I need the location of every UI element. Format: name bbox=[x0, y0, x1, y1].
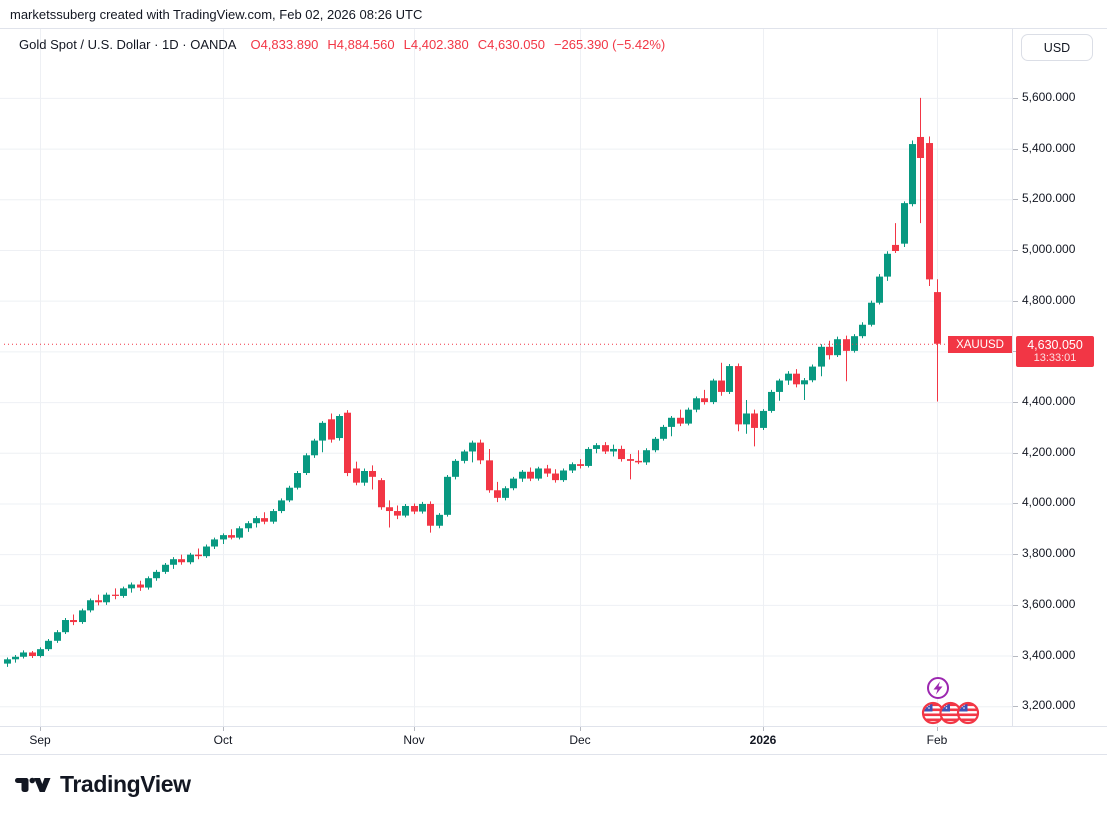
price-axis-tick bbox=[1013, 199, 1018, 200]
price-axis-tick bbox=[1013, 554, 1018, 555]
ohlc-values: O4,833.890 H4,884.560 L4,402.380 C4,630.050… bbox=[250, 37, 674, 52]
price-axis-label: 3,800.000 bbox=[1022, 546, 1076, 560]
time-axis-tick bbox=[223, 727, 224, 731]
gridlines bbox=[0, 29, 1012, 729]
time-axis-label-2026: 2026 bbox=[749, 733, 777, 747]
price-axis-label: 3,400.000 bbox=[1022, 648, 1076, 662]
price-axis-tick bbox=[1013, 706, 1018, 707]
price-axis-label: 5,000.000 bbox=[1022, 242, 1076, 256]
price-change: −265.390 (−5.42%) bbox=[553, 37, 666, 52]
event-icons bbox=[921, 677, 980, 725]
time-axis[interactable]: Sep Oct Nov Dec 2026 Feb bbox=[0, 726, 1107, 754]
currency-toggle-button[interactable]: USD bbox=[1021, 34, 1093, 61]
price-line-symbol-badge: XAUUSD bbox=[948, 336, 1012, 353]
time-axis-tick bbox=[414, 727, 415, 731]
price-axis-tick bbox=[1013, 605, 1018, 606]
price-axis[interactable]: 5,600.000 5,400.000 5,200.000 5,000.000 4,80… bbox=[1012, 29, 1107, 727]
time-axis-label-nov: Nov bbox=[403, 733, 425, 747]
chart-plot[interactable] bbox=[0, 29, 1012, 729]
candles bbox=[4, 97, 941, 667]
price-axis-label: 4,000.000 bbox=[1022, 495, 1076, 509]
countdown-timer: 13:33:01 bbox=[1033, 352, 1077, 364]
time-axis-label-oct: Oct bbox=[213, 733, 233, 747]
time-axis-tick bbox=[937, 727, 938, 731]
price-axis-label: 4,400.000 bbox=[1022, 394, 1076, 408]
price-axis-tick bbox=[1013, 250, 1018, 251]
price-axis-tick bbox=[1013, 149, 1018, 150]
time-axis-tick bbox=[763, 727, 764, 731]
time-axis-label-sep: Sep bbox=[29, 733, 51, 747]
last-price-value: 4,630.050 bbox=[1027, 338, 1083, 352]
chart-widget: Gold Spot / U.S. Dollar · 1D · OANDA O4,… bbox=[0, 28, 1107, 755]
price-axis-tick bbox=[1013, 656, 1018, 657]
us-flag-event-icon[interactable] bbox=[956, 701, 980, 725]
price-axis-label: 5,200.000 bbox=[1022, 191, 1076, 205]
price-axis-label: 3,600.000 bbox=[1022, 597, 1076, 611]
event-lightning-icon[interactable] bbox=[927, 677, 949, 699]
symbol-title[interactable]: Gold Spot / U.S. Dollar · 1D · OANDA bbox=[19, 37, 237, 52]
price-axis-label: 4,800.000 bbox=[1022, 293, 1076, 307]
us-flag-event-icon[interactable] bbox=[939, 701, 962, 725]
price-axis-label: 5,600.000 bbox=[1022, 90, 1076, 104]
price-axis-tick bbox=[1013, 301, 1018, 302]
tradingview-logo-icon[interactable] bbox=[14, 768, 51, 802]
attribution-text: marketssuberg created with TradingView.c… bbox=[0, 0, 1107, 28]
last-price-label: 4,630.050 13:33:01 bbox=[1016, 336, 1094, 367]
time-axis-tick bbox=[40, 727, 41, 731]
ohlc-o: O4,833.890 bbox=[250, 37, 319, 52]
ohlc-c: C4,630.050 bbox=[477, 37, 545, 52]
time-axis-tick bbox=[580, 727, 581, 731]
price-axis-label: 5,400.000 bbox=[1022, 141, 1076, 155]
ohlc-h: H4,884.560 bbox=[327, 37, 395, 52]
price-axis-tick bbox=[1013, 402, 1018, 403]
price-axis-label: 3,200.000 bbox=[1022, 698, 1076, 712]
symbol-header: Gold Spot / U.S. Dollar · 1D · OANDA O4,… bbox=[19, 37, 674, 52]
tradingview-logo-text[interactable]: TradingView bbox=[60, 771, 191, 797]
price-axis-tick bbox=[1013, 98, 1018, 99]
time-axis-label-dec: Dec bbox=[569, 733, 591, 747]
price-axis-label: 4,200.000 bbox=[1022, 445, 1076, 459]
ohlc-l: L4,402.380 bbox=[403, 37, 469, 52]
time-axis-label-feb: Feb bbox=[926, 733, 948, 747]
price-axis-tick bbox=[1013, 503, 1018, 504]
us-flag-event-icon[interactable] bbox=[921, 701, 945, 725]
footer: TradingView bbox=[0, 755, 1107, 814]
price-axis-tick bbox=[1013, 453, 1018, 454]
price-axis-tick bbox=[1013, 351, 1018, 352]
